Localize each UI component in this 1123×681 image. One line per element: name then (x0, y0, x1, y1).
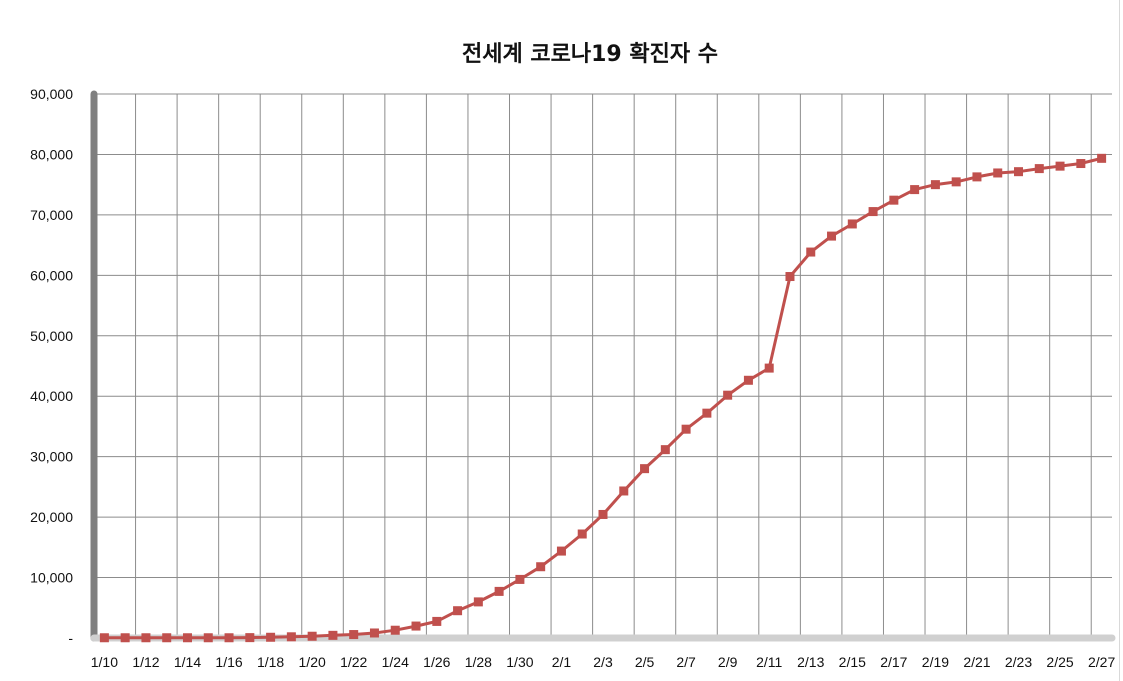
x-tick-label: 2/9 (718, 654, 738, 670)
data-point (640, 464, 650, 474)
data-point (162, 633, 172, 643)
x-tick-label: 1/30 (506, 654, 533, 670)
x-tick-label: 2/1 (552, 654, 572, 670)
data-point (972, 172, 982, 182)
data-point (806, 247, 816, 257)
y-tick-label: 50,000 (30, 328, 73, 344)
x-tick-label: 2/13 (797, 654, 824, 670)
x-tick-label: 1/26 (423, 654, 450, 670)
data-point (390, 625, 400, 635)
y-tick-label: 10,000 (30, 570, 73, 586)
x-tick-label: 2/5 (635, 654, 655, 670)
x-tick-label: 2/19 (922, 654, 949, 670)
y-tick-label: 70,000 (30, 207, 73, 223)
x-tick-label: 2/21 (963, 654, 990, 670)
data-point (681, 424, 691, 434)
data-point (453, 606, 463, 616)
x-tick-label: 1/18 (257, 654, 284, 670)
x-tick-label: 2/25 (1046, 654, 1073, 670)
data-point (847, 219, 857, 229)
data-point (369, 628, 379, 638)
data-point (307, 631, 317, 641)
data-point (993, 168, 1003, 178)
x-tick-label: 1/16 (215, 654, 242, 670)
data-point (182, 633, 192, 643)
data-point (328, 630, 338, 640)
y-tick-label: 20,000 (30, 509, 73, 525)
data-point (951, 177, 961, 187)
y-tick-label: 60,000 (30, 267, 73, 283)
data-point (432, 616, 442, 626)
data-point (1034, 164, 1044, 174)
x-tick-label: 1/22 (340, 654, 367, 670)
x-tick-label: 2/27 (1088, 654, 1115, 670)
data-point (827, 231, 837, 241)
x-tick-label: 2/11 (756, 654, 782, 670)
data-point (1097, 153, 1107, 163)
chart-title: 전세계 코로나19 확진자 수 (462, 42, 718, 67)
data-point (286, 632, 296, 642)
data-point (910, 185, 920, 195)
data-point (556, 546, 566, 556)
data-point (224, 633, 234, 643)
data-point (577, 529, 587, 539)
data-point (473, 597, 483, 607)
y-tick-label: 30,000 (30, 449, 73, 465)
data-point (245, 633, 255, 643)
x-tick-label: 1/12 (132, 654, 159, 670)
data-point (868, 207, 878, 217)
y-tick-label: 90,000 (30, 86, 73, 102)
y-tick-label: 40,000 (30, 388, 73, 404)
x-tick-label: 1/14 (174, 654, 201, 670)
data-point (411, 621, 421, 631)
x-tick-label: 2/7 (676, 654, 696, 670)
data-point (764, 363, 774, 373)
x-tick-label: 2/15 (839, 654, 866, 670)
data-point (515, 574, 525, 584)
data-point (619, 486, 629, 496)
data-point (785, 272, 795, 282)
data-point (889, 195, 899, 205)
data-point (743, 375, 753, 385)
data-point (723, 390, 733, 400)
data-point (930, 180, 940, 190)
data-point (141, 633, 151, 643)
data-point (1014, 167, 1024, 177)
x-tick-label: 2/23 (1005, 654, 1032, 670)
data-point (266, 632, 276, 642)
x-tick-label: 1/10 (91, 654, 118, 670)
x-tick-label: 1/28 (465, 654, 492, 670)
y-tick-label: - (68, 630, 73, 646)
data-point (702, 408, 712, 418)
data-point (536, 562, 546, 572)
data-point (1055, 161, 1065, 171)
data-point (120, 633, 130, 643)
x-tick-label: 1/24 (382, 654, 409, 670)
x-tick-label: 1/20 (299, 654, 326, 670)
x-tick-label: 2/3 (593, 654, 613, 670)
data-point (1076, 159, 1086, 169)
y-tick-label: 80,000 (30, 146, 73, 162)
data-point (494, 586, 504, 596)
series-line (104, 156, 1102, 640)
data-point (203, 633, 213, 643)
chart-border (1119, 0, 1120, 681)
data-point (99, 633, 109, 643)
data-point (349, 630, 359, 640)
data-point (598, 509, 608, 519)
x-tick-label: 2/17 (880, 654, 907, 670)
data-point (660, 445, 670, 455)
